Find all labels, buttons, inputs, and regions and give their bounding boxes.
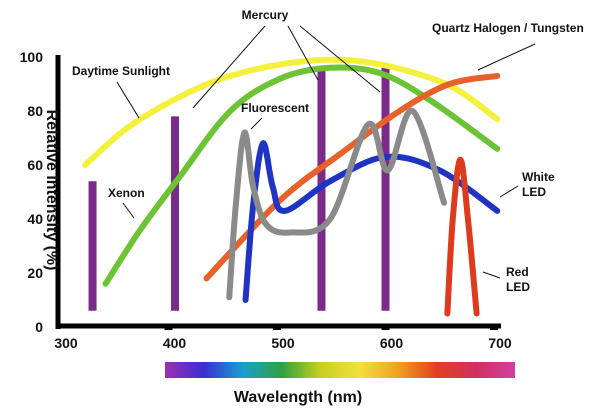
x-tick-label: 300 bbox=[54, 335, 78, 351]
x-tick-label: 700 bbox=[488, 335, 512, 351]
annotation-white-led: White LED bbox=[522, 170, 555, 199]
x-tick-mark bbox=[164, 324, 173, 330]
label-line: Red bbox=[506, 265, 529, 279]
y-tick-label: 40 bbox=[27, 211, 43, 227]
y-tick-label: 20 bbox=[27, 265, 43, 281]
y-tick-label: 60 bbox=[27, 157, 43, 173]
annotation-daytime-sunlight: Daytime Sunlight bbox=[72, 64, 170, 78]
annotation-quartz-halogen: Quartz Halogen / Tungsten bbox=[432, 21, 584, 35]
x-tick-label: 400 bbox=[163, 335, 187, 351]
x-tick-mark bbox=[381, 324, 390, 330]
annotation-xenon: Xenon bbox=[108, 186, 145, 200]
label-line: White bbox=[522, 170, 555, 184]
x-axis-label: Wavelength (nm) bbox=[234, 389, 362, 406]
label-line: LED bbox=[522, 185, 546, 199]
wavelength-colorbar bbox=[165, 362, 515, 378]
annotations bbox=[116, 25, 536, 279]
annotation-fluorescent: Fluorescent bbox=[241, 101, 309, 115]
series-fluorescent bbox=[226, 108, 448, 301]
x-tick-label: 600 bbox=[380, 335, 404, 351]
annotation-mercury: Mercury bbox=[242, 8, 289, 22]
series-daytime-sunlight bbox=[81, 56, 501, 168]
x-tick-mark bbox=[490, 324, 498, 330]
y-tick-label: 100 bbox=[20, 49, 44, 65]
y-tick-label: 80 bbox=[27, 103, 43, 119]
annotation-red-led: Red LED bbox=[506, 265, 530, 294]
label-line: LED bbox=[506, 280, 530, 294]
x-tick-mark bbox=[273, 324, 281, 330]
y-axis-label: Relative Intensity (%) bbox=[43, 110, 60, 271]
y-tick-label: 0 bbox=[35, 319, 43, 335]
series-red-led bbox=[444, 156, 480, 317]
series-xenon bbox=[102, 64, 501, 287]
x-tick-label: 500 bbox=[271, 335, 295, 351]
